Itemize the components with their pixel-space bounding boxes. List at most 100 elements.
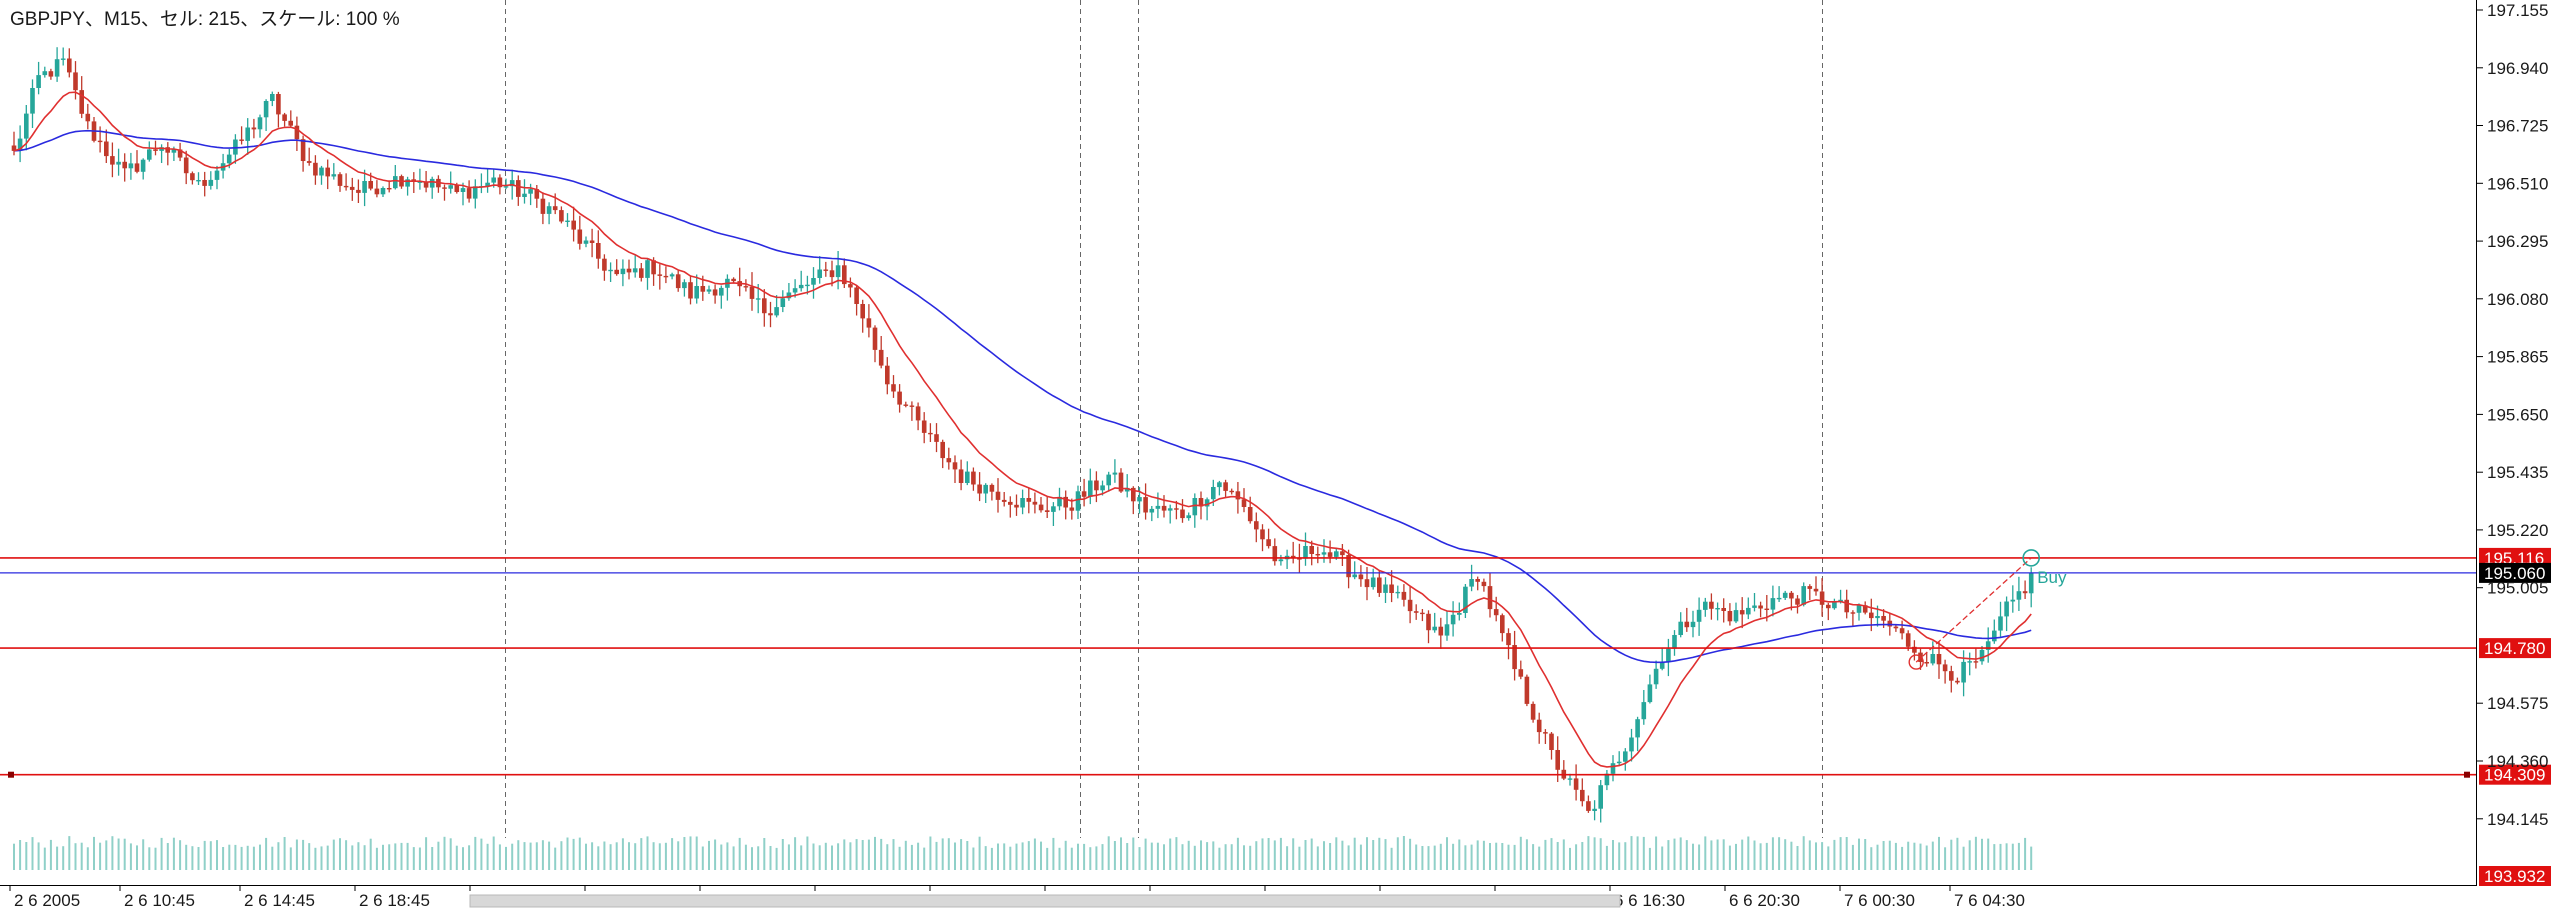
candle-body <box>1912 646 1917 653</box>
volume-bar <box>1962 846 1965 870</box>
volume-bar <box>480 838 483 870</box>
candle-body <box>448 185 453 189</box>
volume-bar <box>689 836 692 870</box>
candle-body <box>454 185 460 192</box>
candle-body <box>1364 579 1370 588</box>
candle-body <box>1069 507 1075 511</box>
volume-bar <box>1888 840 1891 870</box>
candle-body <box>878 349 884 366</box>
volume-bar <box>1200 840 1202 870</box>
candle-body <box>1044 510 1050 512</box>
volume-bar <box>228 844 231 870</box>
candle-body <box>1211 487 1216 500</box>
volume-bar <box>720 844 723 870</box>
candle-body <box>921 420 927 433</box>
volume-bar <box>388 844 391 870</box>
volume-bar <box>1901 846 1904 870</box>
price-level-label: 194.780 <box>2484 639 2545 658</box>
candle-body <box>1315 554 1321 556</box>
candle-body <box>67 58 72 73</box>
candle-body <box>1389 584 1394 593</box>
candle-body <box>540 198 546 214</box>
candle-body <box>1709 601 1714 609</box>
candle-body <box>1278 559 1284 562</box>
volume-bar <box>1771 837 1774 870</box>
candle-body <box>1555 750 1560 770</box>
candle-body <box>1444 624 1450 636</box>
volume-bar <box>369 838 372 870</box>
volume-bar <box>1427 846 1430 870</box>
candle-body <box>971 471 976 485</box>
candle-body <box>909 405 915 407</box>
candle-body <box>417 181 423 183</box>
price-tick-label: 194.145 <box>2487 810 2548 829</box>
volume-bar <box>1569 847 1571 870</box>
volume-bar <box>794 837 797 870</box>
volume-bar <box>1304 840 1307 870</box>
candle-body <box>700 286 706 292</box>
volume-bar <box>117 838 120 870</box>
price-axis[interactable]: 195.116195.060194.780194.309193.932197.1… <box>2477 1 2551 886</box>
candle-body <box>509 180 515 187</box>
volume-bar <box>1359 844 1362 870</box>
day-separators <box>505 0 1823 838</box>
volume-bar <box>1009 846 1012 870</box>
volume-bar <box>541 840 544 870</box>
volume-bar <box>585 843 587 870</box>
volume-bar <box>332 839 335 870</box>
candle-body <box>798 284 804 289</box>
volume-bar <box>1193 845 1196 870</box>
candle-body <box>1690 621 1696 628</box>
price-tick-label: 194.360 <box>2487 752 2548 771</box>
volume-bar <box>498 844 501 870</box>
volume-bar <box>1458 839 1461 870</box>
candle-body <box>866 318 872 328</box>
time-tick-label: 2 6 10:45 <box>124 891 195 910</box>
candle-body <box>1592 808 1597 811</box>
volume-bar <box>1347 845 1350 870</box>
trade-marker[interactable]: Buy <box>1908 549 2067 670</box>
volume-bar <box>1587 836 1590 870</box>
candle-body <box>1733 610 1739 622</box>
candle-body <box>1666 648 1671 662</box>
candle-body <box>319 167 324 176</box>
candle-body <box>2016 591 2022 600</box>
ma-slow-line <box>13 129 2032 664</box>
candle-body <box>1383 584 1388 593</box>
candle-body <box>774 307 779 316</box>
volume-bar <box>708 840 710 870</box>
volume-bar <box>671 838 674 870</box>
candle-body <box>1155 505 1161 509</box>
volume-bar <box>990 847 993 870</box>
candle-body <box>1426 613 1431 631</box>
volume-bar <box>1802 836 1805 870</box>
volume-bar <box>1329 843 1332 870</box>
candle-body <box>147 149 152 160</box>
volume-bar <box>757 846 760 870</box>
volume-bar <box>886 844 889 870</box>
time-scrollbar[interactable] <box>469 894 1621 908</box>
candle-body <box>1493 609 1499 616</box>
volume-bar <box>148 847 151 870</box>
candle-body <box>1247 507 1253 522</box>
candle-body <box>546 206 552 214</box>
candle-body <box>534 189 540 199</box>
candle-body <box>1659 661 1665 669</box>
candle-body <box>786 292 792 299</box>
candle-body <box>829 270 835 278</box>
candle-body <box>559 210 564 222</box>
volume-bar <box>1138 847 1141 870</box>
candle-body <box>1020 498 1025 508</box>
volume-bar <box>1384 839 1387 870</box>
price-level-label-box <box>2479 764 2551 785</box>
volume-bar <box>597 846 600 870</box>
candle-body <box>688 282 693 299</box>
volume-bar <box>1839 837 1842 870</box>
volume-bar <box>1150 842 1153 870</box>
volume-bar <box>259 844 261 870</box>
candle-body <box>1032 501 1038 505</box>
candle-body <box>128 163 134 169</box>
volume-bar <box>43 847 46 870</box>
volume-bar <box>1402 836 1405 870</box>
